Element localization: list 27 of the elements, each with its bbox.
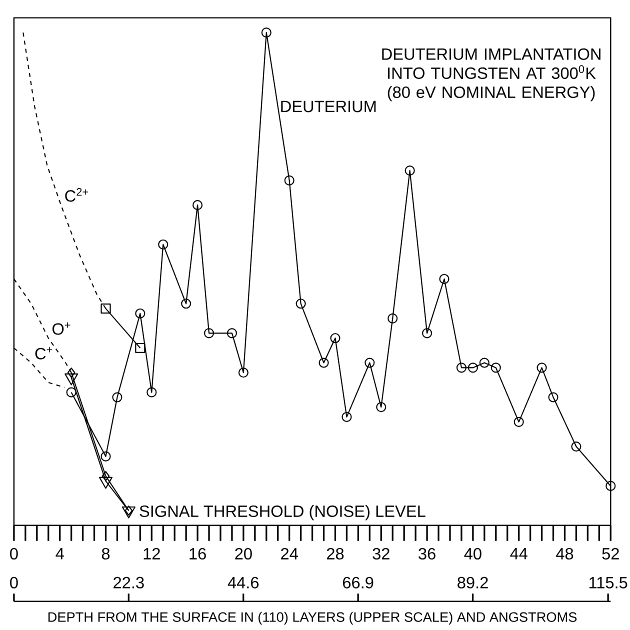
x-tick-label: 32 — [372, 548, 390, 560]
x-tick-label: 12 — [144, 548, 160, 560]
x2-tick-label: 44.6 — [228, 576, 259, 588]
series-label: O$^{+}$ — [52, 322, 70, 335]
x2-tick-label: 89.2 — [458, 576, 488, 588]
x-axis-title: DEPTH FROM THE SURFACE IN (110) LAYERS (UPPER SCALE) AND ANGSTROMS — [48, 612, 577, 625]
text: DEUTERIUM IMPLANTATION INTO TUNGSTEN AT 300$^{0}$K (80 eV NOMINAL ENERGY) — [382, 48, 600, 102]
series-label: DEUTERIUM — [281, 100, 376, 112]
x-tick-label: 52 — [602, 548, 619, 560]
x-tick-label: 36 — [418, 548, 436, 560]
series-label: C$^{+}$ — [35, 347, 52, 360]
x-tick-label: 48 — [556, 548, 574, 560]
x2-tick-label: 66.9 — [343, 576, 374, 588]
x-tick-label: 24 — [281, 548, 298, 560]
x2-tick-label: 22.3 — [114, 576, 144, 588]
x-tick-label: 40 — [464, 548, 482, 560]
annotation: SIGNAL THRESHOLD (NOISE) LEVEL — [140, 505, 426, 520]
series-label: C$^{2+}$ — [65, 188, 88, 202]
x-tick-label: 4 — [56, 548, 64, 560]
x-tick-label: 16 — [190, 548, 206, 560]
x-tick-label: 8 — [102, 548, 110, 560]
x-tick-label: 20 — [235, 548, 252, 560]
x-tick-label: 44 — [510, 548, 528, 560]
x-tick-label: 28 — [326, 548, 344, 560]
x2-tick-label: 115.5 — [589, 577, 628, 588]
x-tick-label: 0 — [10, 548, 18, 560]
x2-tick-label: 0 — [10, 576, 18, 588]
